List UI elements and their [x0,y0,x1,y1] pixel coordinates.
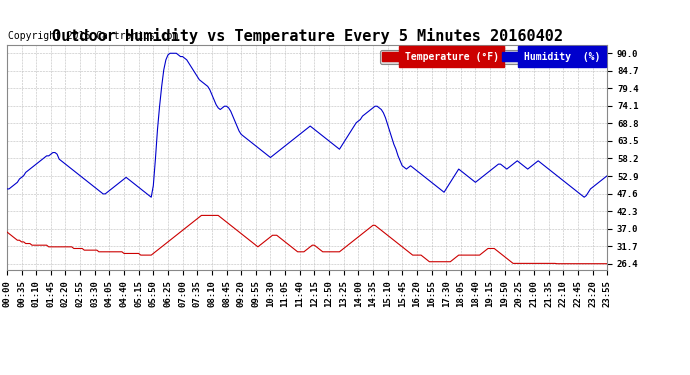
Legend: Temperature (°F), Humidity  (%): Temperature (°F), Humidity (%) [380,50,602,64]
Title: Outdoor Humidity vs Temperature Every 5 Minutes 20160402: Outdoor Humidity vs Temperature Every 5 … [52,28,562,44]
Text: Copyright 2016 Cartronics.com: Copyright 2016 Cartronics.com [8,32,179,41]
